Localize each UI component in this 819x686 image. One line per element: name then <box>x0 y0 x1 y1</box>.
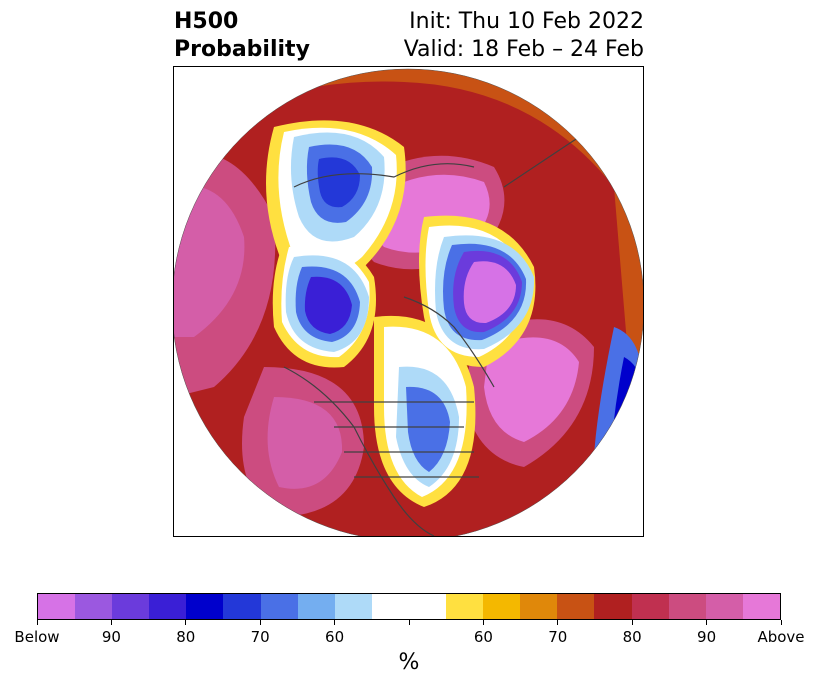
colorbar-tick-label: 70 <box>548 628 568 646</box>
colorbar-tick-label: Above <box>757 628 805 646</box>
colorbar-swatch <box>371 594 409 619</box>
colorbar-tick-mark <box>780 620 782 625</box>
colorbar-tick-label: 70 <box>250 628 270 646</box>
colorbar-swatch <box>520 594 558 619</box>
init-date: Init: Thu 10 Feb 2022 <box>409 9 644 34</box>
colorbar-tick-label: 90 <box>101 628 121 646</box>
colorbar-swatch <box>149 594 187 619</box>
colorbar-tick-label: 60 <box>473 628 493 646</box>
colorbar-tick-label: Below <box>14 628 60 646</box>
colorbar-swatch <box>334 594 372 619</box>
colorbar-swatch <box>557 594 595 619</box>
colorbar-swatch <box>483 594 521 619</box>
colorbar-swatch <box>297 594 335 619</box>
colorbar-swatch <box>594 594 632 619</box>
colorbar-tick-label: 90 <box>697 628 717 646</box>
colorbar-swatch <box>631 594 669 619</box>
map-title: H500 Probability <box>174 9 310 62</box>
probability-map <box>173 66 644 537</box>
colorbar-tick-mark <box>185 620 187 625</box>
colorbar-swatch <box>668 594 706 619</box>
colorbar-swatch <box>112 594 150 619</box>
probability-field <box>174 68 643 536</box>
colorbar-tick-label: 80 <box>622 628 642 646</box>
colorbar <box>37 593 781 620</box>
colorbar-tick-mark <box>631 620 633 625</box>
colorbar-tick-mark <box>36 620 38 625</box>
colorbar-tick-mark <box>557 620 559 625</box>
colorbar-swatch <box>260 594 298 619</box>
colorbar-tick-label: 80 <box>176 628 196 646</box>
colorbar-tick-label: 60 <box>325 628 345 646</box>
colorbar-tick-mark <box>408 620 410 625</box>
date-info: Init: Thu 10 Feb 2022 Valid: 18 Feb – 24… <box>404 8 644 64</box>
colorbar-tick-mark <box>259 620 261 625</box>
colorbar-swatch <box>742 594 780 619</box>
colorbar-tick-mark <box>110 620 112 625</box>
colorbar-swatch <box>705 594 743 619</box>
colorbar-unit: % <box>398 650 420 675</box>
colorbar-tick-mark <box>334 620 336 625</box>
colorbar-tick-mark <box>482 620 484 625</box>
colorbar-swatch <box>186 594 224 619</box>
colorbar-tick-mark <box>706 620 708 625</box>
colorbar-swatch <box>75 594 113 619</box>
colorbar-swatch <box>446 594 484 619</box>
colorbar-swatch <box>408 594 447 619</box>
colorbar-swatch <box>223 594 261 619</box>
valid-range: Valid: 18 Feb – 24 Feb <box>403 37 644 62</box>
colorbar-swatch <box>38 594 76 619</box>
